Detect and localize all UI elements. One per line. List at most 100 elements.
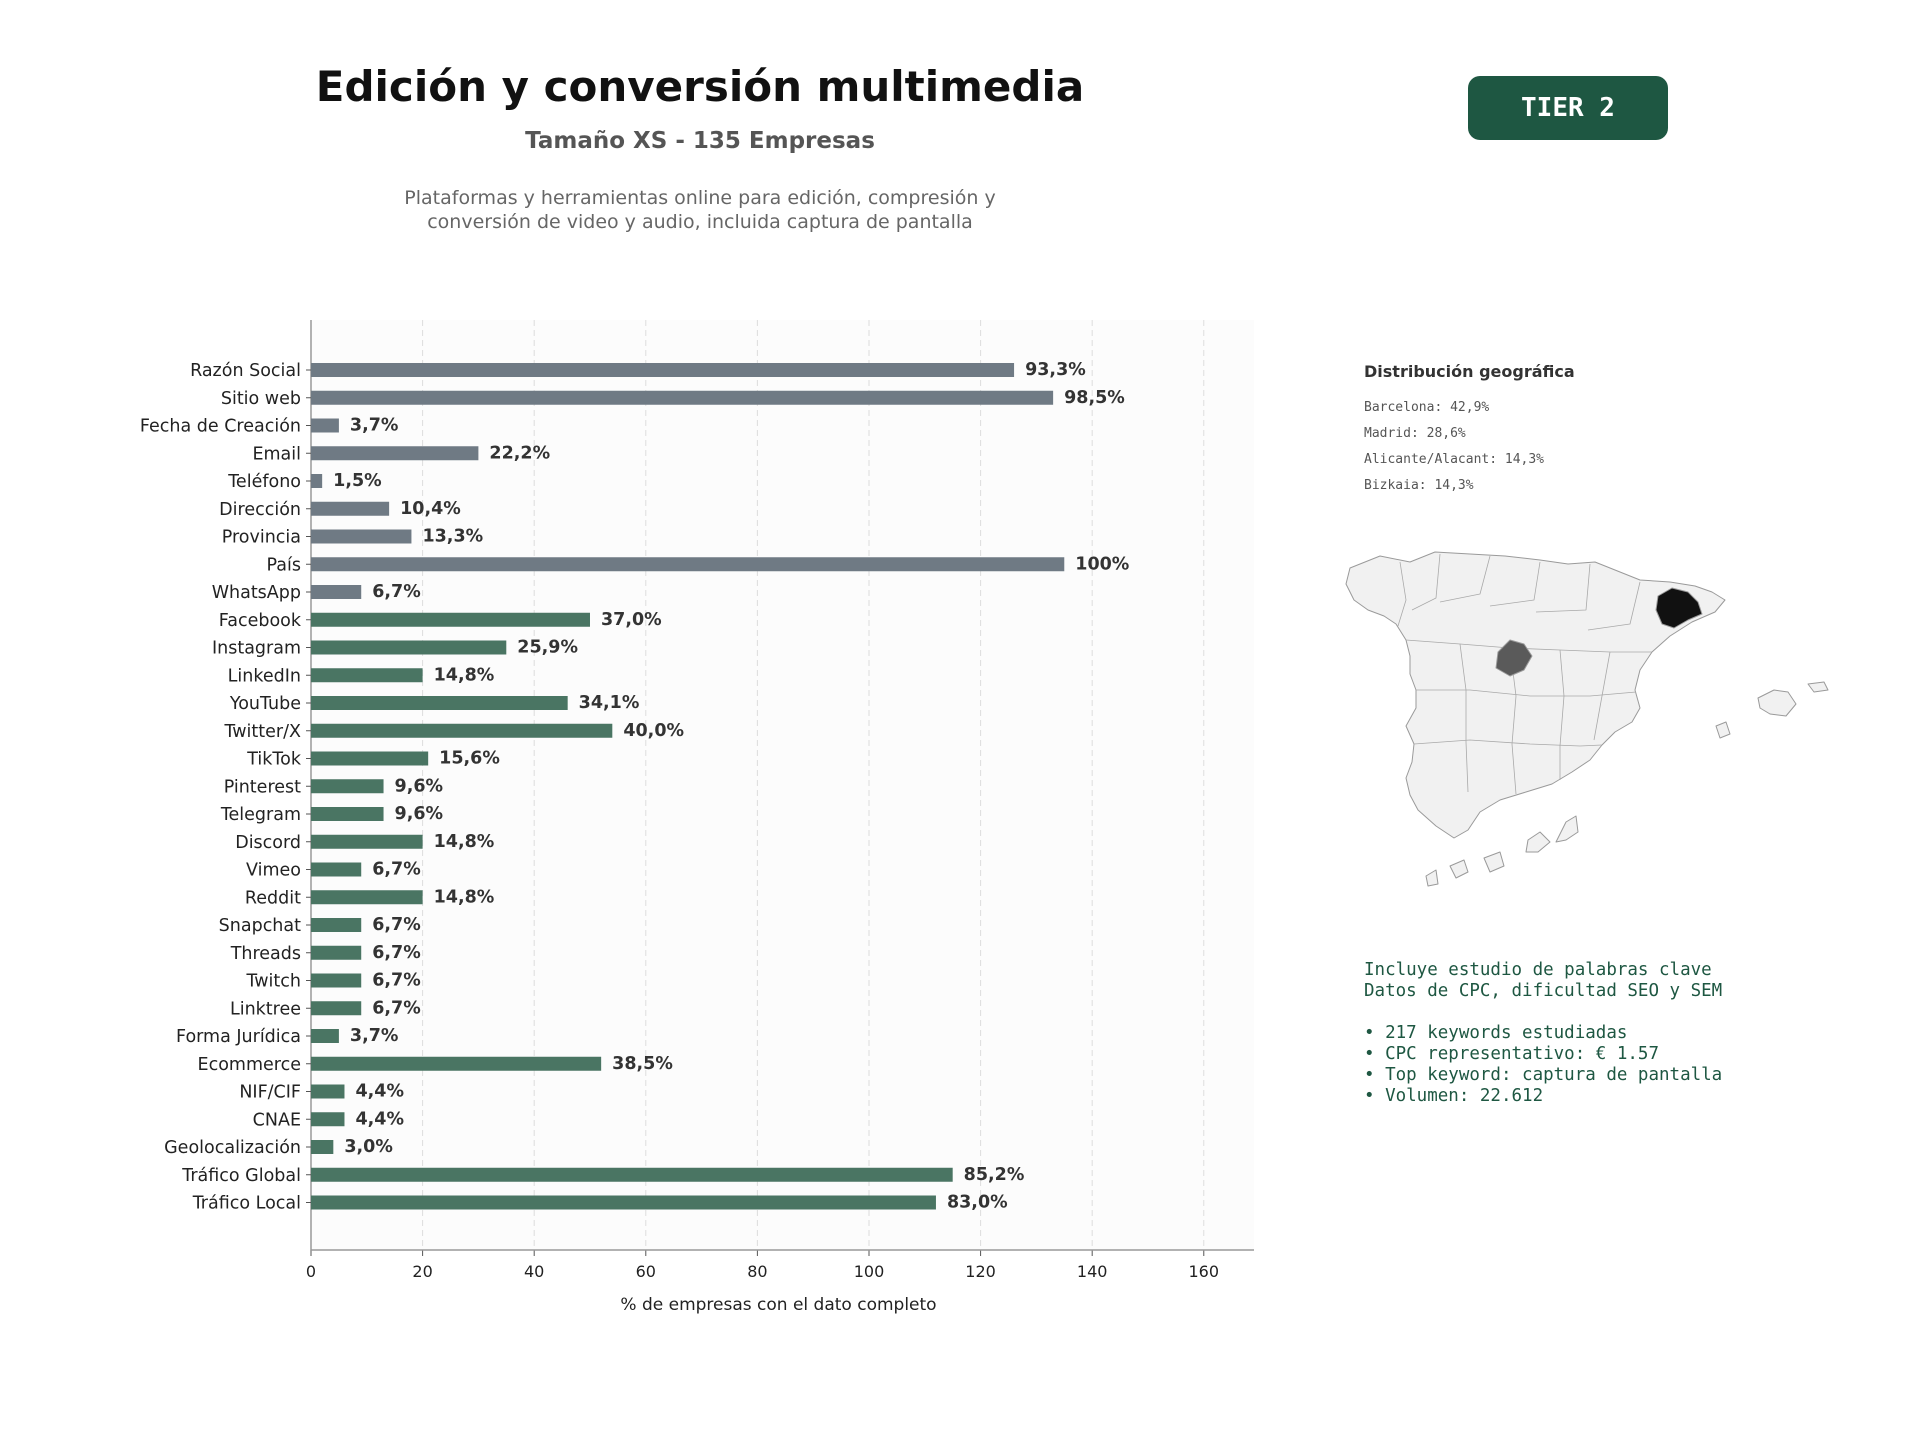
keywords-count: • 217 keywords estudiadas <box>1364 1023 1628 1043</box>
value-label: 14,8% <box>434 887 495 907</box>
category-label: Twitch <box>245 972 301 992</box>
bar <box>311 890 423 905</box>
bar <box>311 834 423 849</box>
keywords-intro: Incluye estudio de palabras clave <box>1364 960 1712 980</box>
value-label: 3,7% <box>350 1026 399 1046</box>
category-label: Facebook <box>219 611 302 631</box>
description-line: conversión de video y audio, incluida ca… <box>427 211 973 233</box>
description-line: Plataformas y herramientas online para e… <box>404 187 996 209</box>
category-label: YouTube <box>229 694 301 714</box>
canary-island <box>1555 815 1579 843</box>
bar <box>311 973 362 988</box>
value-label: 37,0% <box>601 610 662 630</box>
value-label: 15,6% <box>439 749 500 769</box>
category-label: WhatsApp <box>212 583 301 603</box>
value-label: 6,7% <box>372 860 421 880</box>
bar <box>311 1195 936 1210</box>
bar <box>311 557 1065 572</box>
balearic-mallorca <box>1757 689 1797 717</box>
category-label: País <box>267 555 301 575</box>
value-label: 3,0% <box>344 1137 393 1157</box>
province-madrid <box>1495 639 1533 677</box>
value-label: 40,0% <box>623 721 684 741</box>
category-label: Reddit <box>245 888 301 908</box>
category-label: Geolocalización <box>164 1138 301 1158</box>
bar <box>311 418 339 433</box>
value-label: 93,3% <box>1025 360 1086 380</box>
category-label: NIF/CIF <box>239 1083 301 1103</box>
value-label: 6,7% <box>372 998 421 1018</box>
keywords-top: • Top keyword: captura de pantalla <box>1364 1065 1723 1085</box>
bar <box>311 1056 602 1071</box>
keywords-intro-2: Datos de CPC, dificultad SEO y SEM <box>1364 981 1723 1001</box>
value-label: 9,6% <box>395 804 444 824</box>
value-label: 10,4% <box>400 499 461 519</box>
bar <box>311 585 362 599</box>
value-label: 83,0% <box>947 1193 1008 1213</box>
tier-badge: TIER 2 <box>1468 76 1668 140</box>
x-tick-label: 0 <box>306 1262 316 1281</box>
bar <box>311 696 568 710</box>
value-label: 14,8% <box>434 832 495 852</box>
keywords-volume: • Volumen: 22.612 <box>1364 1086 1544 1106</box>
geo-item-alicante: Alicante/Alacant: 14,3% <box>1364 452 1545 467</box>
bar <box>311 945 362 960</box>
category-label: Fecha de Creación <box>140 417 301 437</box>
canary-island <box>1483 851 1505 873</box>
value-label: 3,7% <box>350 416 399 436</box>
category-label: Provincia <box>222 528 301 548</box>
value-label: 22,2% <box>489 443 550 463</box>
category-label: Sitio web <box>221 389 301 409</box>
bar <box>311 640 507 655</box>
canary-island <box>1449 859 1469 879</box>
value-label: 34,1% <box>579 693 640 713</box>
geo-item-madrid: Madrid: 28,6% <box>1364 426 1466 441</box>
value-label: 6,7% <box>372 943 421 963</box>
value-label: 1,5% <box>333 471 382 491</box>
category-label: Telegram <box>220 805 301 825</box>
sector-description: Plataformas y herramientas online para e… <box>340 186 1060 234</box>
bar <box>311 1084 345 1099</box>
category-label: Dirección <box>219 500 301 520</box>
bar <box>311 529 412 544</box>
province-barcelona <box>1655 587 1703 629</box>
value-label: 6,7% <box>372 971 421 991</box>
category-label: Email <box>252 444 301 464</box>
category-label: Twitter/X <box>223 722 301 742</box>
canary-island <box>1525 831 1551 853</box>
category-label: Discord <box>235 833 301 853</box>
category-label: Pinterest <box>224 777 301 797</box>
category-label: Forma Jurídica <box>176 1027 301 1047</box>
category-label: Linktree <box>230 999 301 1019</box>
page-subtitle: Tamaño XS - 135 Empresas <box>525 128 875 154</box>
bar <box>311 751 429 766</box>
page-title: Edición y conversión multimedia <box>315 62 1085 111</box>
bar <box>311 723 613 738</box>
bar <box>311 779 384 794</box>
bar <box>311 501 390 516</box>
balearic-ibiza <box>1715 721 1731 739</box>
category-label: CNAE <box>253 1110 301 1130</box>
spain-provinces-map <box>1345 551 1829 887</box>
bar <box>311 807 384 821</box>
x-tick-label: 120 <box>965 1262 996 1281</box>
bar <box>311 1029 339 1043</box>
canary-island <box>1425 869 1439 887</box>
category-label: Teléfono <box>227 472 301 492</box>
value-label: 6,7% <box>372 582 421 602</box>
value-label: 14,8% <box>434 665 495 685</box>
bar <box>311 1112 345 1127</box>
bar <box>311 446 479 461</box>
bar <box>311 862 362 877</box>
x-tick-label: 20 <box>412 1262 432 1281</box>
value-label: 4,4% <box>355 1082 404 1102</box>
value-label: 13,3% <box>422 527 483 547</box>
x-tick-label: 160 <box>1189 1262 1220 1281</box>
x-tick-label: 80 <box>747 1262 767 1281</box>
geo-distribution-title: Distribución geográfica <box>1364 362 1575 381</box>
keywords-cpc: • CPC representativo: € 1.57 <box>1364 1044 1660 1064</box>
bar <box>311 363 1015 377</box>
x-tick-label: 100 <box>854 1262 885 1281</box>
balearic-menorca <box>1807 681 1829 693</box>
x-tick-label: 40 <box>524 1262 544 1281</box>
